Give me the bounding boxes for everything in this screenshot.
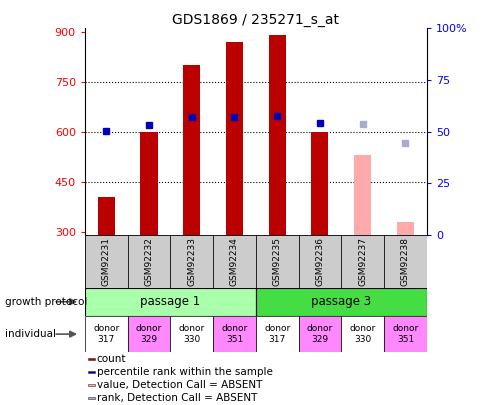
Bar: [88, 358, 95, 360]
Bar: [298, 235, 341, 288]
Bar: [341, 316, 383, 352]
Text: donor
329: donor 329: [306, 324, 333, 344]
Text: GSM92232: GSM92232: [144, 237, 153, 286]
Bar: [353, 155, 370, 235]
Text: rank, Detection Call = ABSENT: rank, Detection Call = ABSENT: [96, 393, 257, 403]
Bar: [396, 222, 413, 235]
Bar: [311, 132, 328, 235]
Bar: [256, 288, 426, 316]
Text: passage 1: passage 1: [140, 295, 200, 308]
Text: GSM92236: GSM92236: [315, 237, 324, 286]
Text: GSM92235: GSM92235: [272, 237, 281, 286]
Text: GSM92237: GSM92237: [358, 237, 366, 286]
Bar: [140, 132, 157, 235]
Text: GSM92238: GSM92238: [400, 237, 409, 286]
Text: individual: individual: [5, 329, 56, 339]
Bar: [383, 235, 426, 288]
Text: percentile rank within the sample: percentile rank within the sample: [96, 367, 272, 377]
Bar: [85, 316, 127, 352]
Bar: [256, 235, 298, 288]
Bar: [88, 371, 95, 373]
Text: donor
351: donor 351: [221, 324, 247, 344]
Bar: [298, 316, 341, 352]
Bar: [212, 235, 256, 288]
Bar: [97, 196, 115, 235]
Text: donor
317: donor 317: [93, 324, 119, 344]
Bar: [127, 316, 170, 352]
Text: growth protocol: growth protocol: [5, 297, 87, 307]
Bar: [127, 235, 170, 288]
Bar: [88, 397, 95, 399]
Bar: [85, 288, 256, 316]
Bar: [212, 316, 256, 352]
Bar: [85, 235, 127, 288]
Bar: [183, 65, 200, 235]
Text: donor
317: donor 317: [264, 324, 290, 344]
Text: donor
330: donor 330: [178, 324, 204, 344]
Text: passage 3: passage 3: [311, 295, 371, 308]
Text: value, Detection Call = ABSENT: value, Detection Call = ABSENT: [96, 380, 261, 390]
Title: GDS1869 / 235271_s_at: GDS1869 / 235271_s_at: [172, 13, 339, 27]
Bar: [170, 235, 212, 288]
Text: count: count: [96, 354, 126, 364]
Bar: [341, 235, 383, 288]
Bar: [88, 384, 95, 386]
Text: donor
330: donor 330: [349, 324, 375, 344]
Bar: [256, 316, 298, 352]
Text: donor
351: donor 351: [392, 324, 418, 344]
Bar: [268, 35, 285, 235]
Bar: [383, 316, 426, 352]
Text: GSM92233: GSM92233: [187, 237, 196, 286]
Text: GSM92234: GSM92234: [229, 237, 239, 286]
Bar: [226, 42, 242, 235]
Bar: [170, 316, 212, 352]
Text: donor
329: donor 329: [136, 324, 162, 344]
Text: GSM92231: GSM92231: [102, 237, 110, 286]
